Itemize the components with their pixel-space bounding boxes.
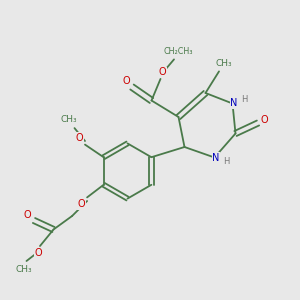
Text: H: H (241, 94, 247, 103)
Text: CH₃: CH₃ (15, 266, 32, 274)
Text: O: O (78, 199, 85, 209)
Text: O: O (76, 133, 83, 143)
Text: O: O (261, 115, 268, 125)
Text: N: N (212, 153, 220, 163)
Text: O: O (35, 248, 42, 259)
Text: CH₂CH₃: CH₂CH₃ (164, 46, 193, 56)
Text: O: O (24, 209, 31, 220)
Text: CH₃: CH₃ (215, 58, 232, 68)
Text: O: O (158, 67, 166, 77)
Text: O: O (123, 76, 130, 86)
Text: CH₃: CH₃ (61, 115, 77, 124)
Text: N: N (230, 98, 238, 108)
Text: H: H (223, 158, 229, 166)
